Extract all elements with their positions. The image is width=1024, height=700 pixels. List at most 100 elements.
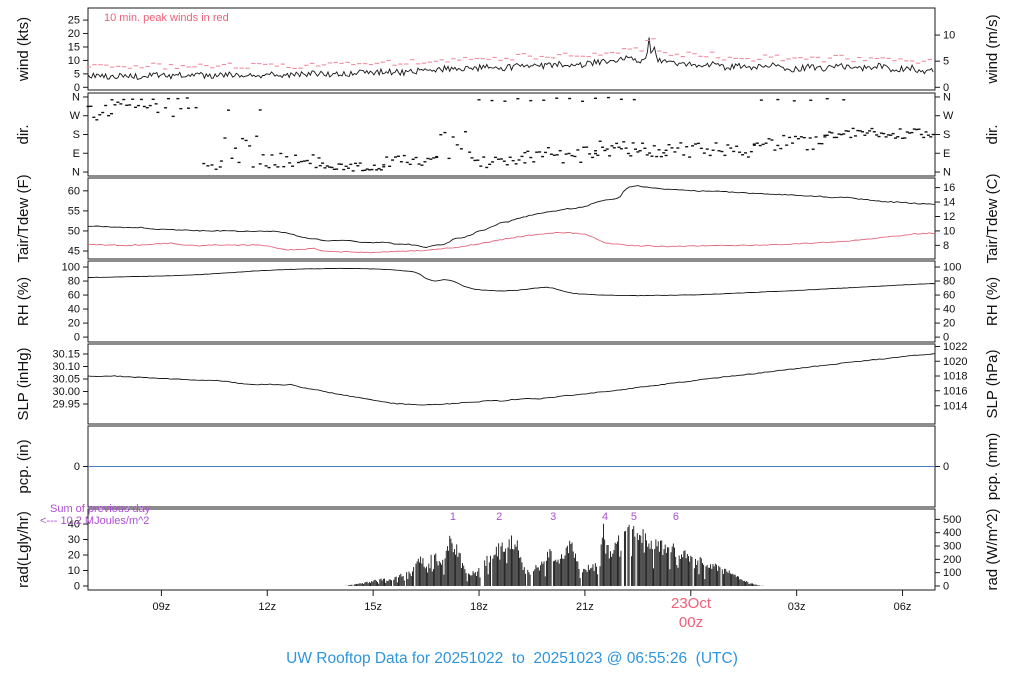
wind-dir-point <box>473 159 477 162</box>
ytick-label-right-wind: 10 <box>943 30 955 42</box>
wind-dir-point <box>905 131 909 133</box>
wind-dir-point <box>194 106 198 109</box>
ytick-label-right-pcp: 0 <box>943 461 949 473</box>
ylabel-left-dir: dir. <box>15 124 32 144</box>
wind-dir-point <box>468 151 472 153</box>
wind-dir-point <box>799 136 803 138</box>
wind-dir-point <box>702 152 706 154</box>
wind-dir-point <box>585 146 589 148</box>
wind-dir-point <box>139 98 143 101</box>
wind-dir-point <box>210 164 214 166</box>
wind-dir-point <box>134 106 138 109</box>
ytick-label-right-rad: 400 <box>943 527 961 539</box>
wind-dir-point <box>368 169 372 171</box>
wind-dir-point <box>251 166 255 168</box>
wind-dir-point <box>582 146 586 149</box>
ytick-label-left-wind: 15 <box>68 41 80 53</box>
wind-dir-point <box>285 156 289 158</box>
ytick-label-left-rad: 10 <box>68 565 80 577</box>
figure-title: UW Rooftop Data for 20251022 to 20251023… <box>286 650 738 667</box>
wind-dir-point <box>511 159 515 162</box>
wind-dir-point <box>776 98 780 101</box>
wind-dir-point <box>814 136 818 138</box>
wind-dir-point <box>346 167 350 169</box>
wind-dir-point <box>214 168 218 170</box>
ytick-label-left-wind: 5 <box>74 68 80 80</box>
wind-dir-point <box>619 98 623 101</box>
wind-dir-point <box>516 98 520 100</box>
wind-dir-point <box>523 151 527 154</box>
wind-dir-point <box>576 149 580 151</box>
wind-dir-point <box>552 154 556 156</box>
wind-dir-point <box>770 139 774 141</box>
wind-dir-point <box>423 161 427 163</box>
wind-dir-point <box>185 97 189 99</box>
wind-dir-point <box>561 162 565 164</box>
wind-dir-point <box>514 163 518 165</box>
wind-dir-point <box>726 144 730 146</box>
ylabel-right-dir: dir. <box>984 124 1001 144</box>
wind-dir-point <box>839 133 843 136</box>
wind-dir-point <box>435 156 439 159</box>
wind-dir-point <box>761 143 765 146</box>
wind-dir-point <box>379 169 383 171</box>
wind-dir-point <box>451 136 455 138</box>
wind-dir-point <box>555 154 559 156</box>
wind-dir-point <box>870 127 874 130</box>
wind-dir-point <box>299 160 303 163</box>
wind-dir-point <box>541 155 545 158</box>
xtick-label: 15z <box>364 601 382 613</box>
wind-dir-point <box>889 134 893 136</box>
wind-dir-point <box>752 144 756 146</box>
wind-dir-point <box>136 104 140 107</box>
series-rh_pct <box>88 267 936 297</box>
wind-dir-point <box>455 144 459 146</box>
wind-dir-point <box>351 170 355 172</box>
wind-dir-point <box>92 116 96 118</box>
wind-dir-point <box>255 135 259 137</box>
ytick-label-left-rad: 20 <box>68 549 80 561</box>
wind-dir-point <box>908 132 912 134</box>
wind-dir-point <box>532 161 536 163</box>
wind-dir-point <box>788 136 792 139</box>
wind-dir-point <box>842 99 846 101</box>
ylabel-right-pcp: pcp. (mm) <box>984 433 1001 501</box>
wind-dir-point <box>844 130 848 132</box>
wind-dir-point <box>156 111 160 114</box>
wind-dir-point <box>321 162 325 164</box>
wind-dir-point <box>317 157 321 159</box>
ytick-label-left-slp: 30.15 <box>52 349 80 361</box>
wind-dir-point <box>863 134 867 136</box>
ylabel-right-slp: SLP (hPa) <box>984 350 1001 419</box>
wind-dir-point <box>270 154 274 156</box>
wind-dir-point <box>670 147 674 149</box>
wind-dir-point <box>693 143 697 145</box>
wind-dir-point <box>354 162 358 165</box>
wind-dir-point <box>490 99 494 102</box>
wind-dir-point <box>414 156 418 159</box>
wind-dir-point <box>856 129 860 132</box>
wind-dir-point <box>708 154 712 157</box>
wind-dir-point <box>691 145 695 147</box>
wind-dir-point <box>915 128 919 131</box>
ytick-label-right-rh: 80 <box>943 276 955 288</box>
wind-dir-point <box>499 158 503 160</box>
wind-dir-point <box>273 164 277 166</box>
wind-dir-point <box>470 157 474 159</box>
wind-dir-point <box>792 100 796 102</box>
ytick-label-left-temp: 55 <box>68 205 80 217</box>
wind-dir-point <box>926 134 930 136</box>
wind-dir-point <box>657 149 661 151</box>
wind-dir-point <box>496 158 500 160</box>
wind-dir-point <box>122 98 126 101</box>
wind-dir-point <box>570 154 574 157</box>
ytick-label-left-dir: N <box>72 167 80 179</box>
wind-dir-point <box>676 147 680 149</box>
wind-dir-point <box>820 142 824 145</box>
wind-dir-point <box>308 162 312 165</box>
wind-dir-point <box>330 166 334 169</box>
wind-dir-point <box>202 162 206 165</box>
wind-dir-point <box>811 148 815 150</box>
ylabel-left-slp: SLP (inHg) <box>15 347 32 420</box>
wind-dir-point <box>296 161 300 164</box>
